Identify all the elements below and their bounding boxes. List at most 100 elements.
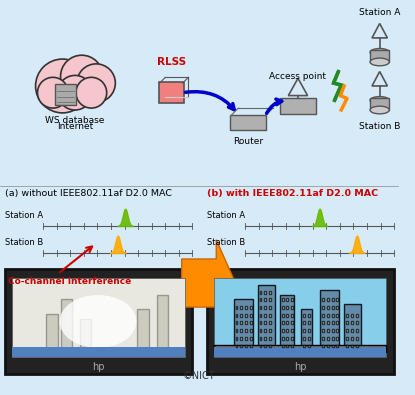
FancyBboxPatch shape: [157, 295, 168, 352]
Text: hp: hp: [92, 362, 104, 372]
FancyBboxPatch shape: [269, 314, 271, 317]
Text: Station A: Station A: [359, 8, 400, 17]
FancyBboxPatch shape: [269, 291, 271, 293]
FancyBboxPatch shape: [332, 344, 334, 348]
FancyBboxPatch shape: [308, 337, 310, 340]
FancyBboxPatch shape: [250, 314, 252, 317]
FancyBboxPatch shape: [303, 344, 305, 348]
FancyBboxPatch shape: [351, 322, 353, 324]
Text: Internet: Internet: [57, 122, 93, 130]
FancyBboxPatch shape: [337, 329, 338, 332]
Text: RLSS: RLSS: [156, 57, 186, 67]
Text: Station B: Station B: [359, 122, 400, 130]
FancyBboxPatch shape: [351, 329, 353, 332]
FancyBboxPatch shape: [264, 298, 266, 301]
FancyBboxPatch shape: [291, 337, 293, 340]
FancyBboxPatch shape: [264, 337, 266, 340]
FancyBboxPatch shape: [351, 337, 353, 340]
FancyBboxPatch shape: [250, 306, 252, 309]
FancyBboxPatch shape: [250, 337, 252, 340]
FancyBboxPatch shape: [264, 322, 266, 324]
FancyBboxPatch shape: [215, 344, 386, 352]
FancyBboxPatch shape: [291, 298, 293, 301]
FancyBboxPatch shape: [332, 306, 334, 309]
FancyBboxPatch shape: [303, 329, 305, 332]
FancyBboxPatch shape: [320, 290, 339, 352]
FancyBboxPatch shape: [250, 344, 252, 348]
FancyBboxPatch shape: [245, 322, 247, 324]
Text: hp: hp: [294, 362, 306, 372]
FancyArrowPatch shape: [186, 92, 234, 110]
FancyBboxPatch shape: [344, 304, 361, 352]
FancyBboxPatch shape: [250, 329, 252, 332]
Text: WS database: WS database: [45, 116, 105, 125]
FancyBboxPatch shape: [259, 329, 261, 332]
FancyBboxPatch shape: [356, 344, 358, 348]
Circle shape: [61, 55, 103, 98]
FancyBboxPatch shape: [337, 298, 338, 301]
FancyBboxPatch shape: [264, 314, 266, 317]
FancyBboxPatch shape: [346, 329, 348, 332]
FancyBboxPatch shape: [356, 329, 358, 332]
FancyBboxPatch shape: [282, 337, 283, 340]
FancyBboxPatch shape: [327, 306, 329, 309]
FancyBboxPatch shape: [291, 344, 293, 348]
Circle shape: [37, 77, 68, 108]
FancyBboxPatch shape: [264, 344, 266, 348]
Text: Station B: Station B: [5, 238, 43, 247]
FancyBboxPatch shape: [282, 314, 283, 317]
FancyBboxPatch shape: [337, 337, 338, 340]
FancyBboxPatch shape: [322, 329, 324, 332]
FancyBboxPatch shape: [370, 98, 389, 110]
Text: Station B: Station B: [207, 238, 245, 247]
FancyBboxPatch shape: [259, 322, 261, 324]
FancyBboxPatch shape: [322, 337, 324, 340]
FancyBboxPatch shape: [332, 314, 334, 317]
FancyBboxPatch shape: [240, 329, 242, 332]
FancyBboxPatch shape: [308, 329, 310, 332]
FancyBboxPatch shape: [337, 344, 338, 348]
FancyBboxPatch shape: [259, 344, 261, 348]
FancyBboxPatch shape: [207, 269, 394, 374]
FancyBboxPatch shape: [327, 337, 329, 340]
Polygon shape: [182, 240, 235, 326]
FancyBboxPatch shape: [235, 329, 237, 332]
FancyBboxPatch shape: [327, 322, 329, 324]
FancyBboxPatch shape: [259, 291, 261, 293]
FancyBboxPatch shape: [308, 314, 310, 317]
FancyBboxPatch shape: [245, 314, 247, 317]
FancyBboxPatch shape: [258, 285, 275, 352]
FancyBboxPatch shape: [286, 314, 288, 317]
FancyBboxPatch shape: [240, 314, 242, 317]
FancyBboxPatch shape: [80, 319, 91, 352]
Ellipse shape: [370, 49, 389, 56]
FancyBboxPatch shape: [332, 337, 334, 340]
Ellipse shape: [370, 96, 389, 104]
FancyBboxPatch shape: [137, 309, 149, 352]
Circle shape: [77, 64, 115, 102]
FancyBboxPatch shape: [55, 84, 76, 105]
FancyBboxPatch shape: [303, 314, 305, 317]
FancyBboxPatch shape: [46, 314, 58, 352]
FancyBboxPatch shape: [159, 82, 183, 103]
FancyBboxPatch shape: [282, 306, 283, 309]
FancyBboxPatch shape: [303, 322, 305, 324]
FancyBboxPatch shape: [235, 337, 237, 340]
FancyBboxPatch shape: [234, 299, 253, 352]
FancyBboxPatch shape: [282, 329, 283, 332]
Circle shape: [76, 77, 107, 108]
FancyBboxPatch shape: [286, 337, 288, 340]
FancyBboxPatch shape: [337, 306, 338, 309]
FancyBboxPatch shape: [327, 329, 329, 332]
FancyBboxPatch shape: [346, 344, 348, 348]
FancyBboxPatch shape: [269, 322, 271, 324]
FancyBboxPatch shape: [264, 291, 266, 293]
FancyBboxPatch shape: [245, 329, 247, 332]
Text: Co-channel interference: Co-channel interference: [8, 277, 131, 286]
FancyBboxPatch shape: [322, 306, 324, 309]
FancyBboxPatch shape: [322, 298, 324, 301]
FancyBboxPatch shape: [259, 314, 261, 317]
FancyBboxPatch shape: [240, 322, 242, 324]
Text: Access point: Access point: [269, 72, 327, 81]
FancyBboxPatch shape: [61, 299, 72, 352]
